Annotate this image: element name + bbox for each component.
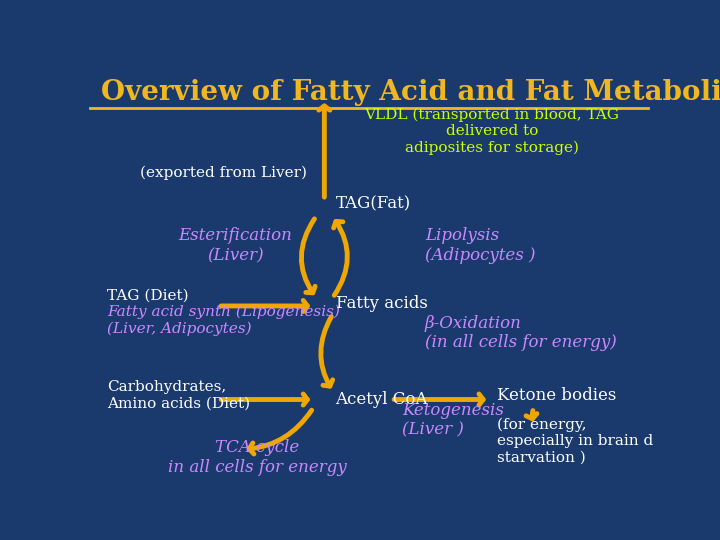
Text: TAG(Fat): TAG(Fat) bbox=[336, 195, 411, 213]
Text: Lipolysis
(Adipocytes ): Lipolysis (Adipocytes ) bbox=[425, 227, 535, 264]
Text: Ketogenesis
(Liver ): Ketogenesis (Liver ) bbox=[402, 402, 504, 438]
Text: TCA cycle
in all cells for energy: TCA cycle in all cells for energy bbox=[168, 440, 347, 476]
Text: Carbohydrates,
Amino acids (Diet): Carbohydrates, Amino acids (Diet) bbox=[107, 380, 250, 410]
Text: Acetyl CoA: Acetyl CoA bbox=[336, 391, 428, 408]
Text: (for energy,
especially in brain d
starvation ): (for energy, especially in brain d starv… bbox=[498, 418, 654, 464]
Text: (exported from Liver): (exported from Liver) bbox=[140, 166, 307, 180]
Text: VLDL (transported in blood, TAG
delivered to
adiposites for storage): VLDL (transported in blood, TAG delivere… bbox=[364, 107, 619, 155]
Text: Fatty acid synth (Lipogenesis)
(Liver, Adipocytes): Fatty acid synth (Lipogenesis) (Liver, A… bbox=[107, 305, 340, 336]
Text: β-Oxidation
(in all cells for energy): β-Oxidation (in all cells for energy) bbox=[425, 315, 616, 352]
Text: Esterification
(Liver): Esterification (Liver) bbox=[178, 227, 292, 264]
Text: Ketone bodies: Ketone bodies bbox=[498, 387, 617, 404]
Text: TAG (Diet): TAG (Diet) bbox=[107, 288, 189, 302]
Text: Overview of Fatty Acid and Fat Metabolism: Overview of Fatty Acid and Fat Metabolis… bbox=[101, 79, 720, 106]
Text: Fatty acids: Fatty acids bbox=[336, 295, 428, 312]
